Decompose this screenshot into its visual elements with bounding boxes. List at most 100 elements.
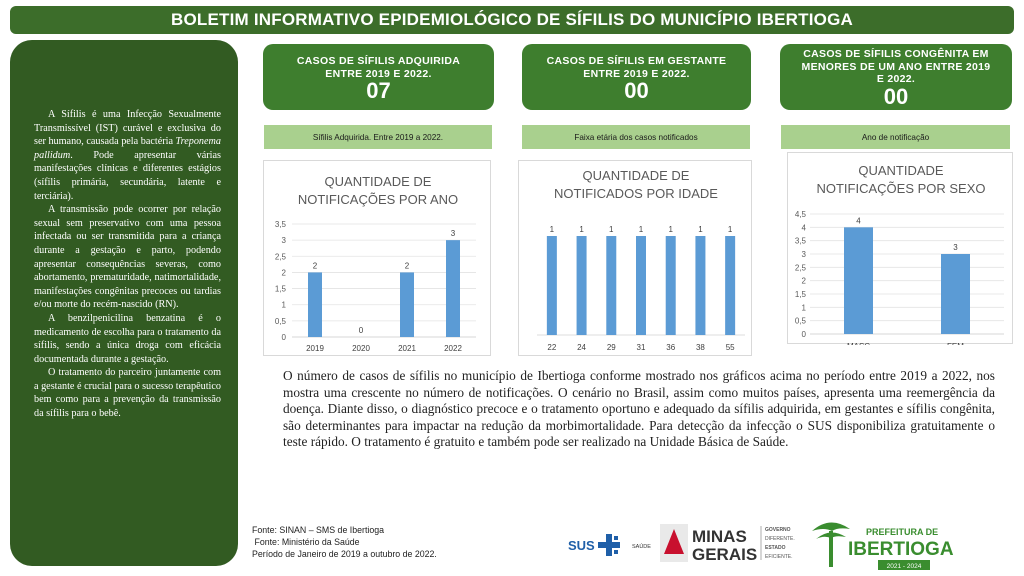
cross-icon xyxy=(598,534,620,556)
chart-notifications-by-year: QUANTIDADE DE NOTIFICAÇÕES POR ANO 0 0,5 1 1,… xyxy=(263,160,491,356)
bar xyxy=(695,236,706,335)
section-label-acquired: Sífilis Adquirida. Entre 2019 a 2022. xyxy=(264,125,492,149)
y-tick-label: 0 xyxy=(282,333,287,342)
x-tick-label: 2021 xyxy=(398,344,416,353)
y-tick-label: 4,5 xyxy=(795,210,807,219)
card-title-line: ENTRE 2019 E 2022. xyxy=(325,67,432,80)
card-value: 07 xyxy=(366,78,391,103)
sources: Fonte: SINAN – SMS de Ibertioga Fonte: M… xyxy=(252,524,437,560)
bar xyxy=(400,272,414,337)
card-value: 00 xyxy=(624,78,649,103)
data-label: 2 xyxy=(313,261,318,270)
minas-tag: GOVERNO xyxy=(765,527,791,533)
x-tick-label: 2019 xyxy=(306,344,324,353)
prefeitura-line2: IBERTIOGA xyxy=(848,539,954,560)
syphilis-info-panel: A Sífilis é uma Infecção Sexualmente Tra… xyxy=(10,40,238,566)
bar xyxy=(576,236,587,335)
chart-notifications-by-age: QUANTIDADE DE NOTIFICADOS POR IDADE 1 22 1 24… xyxy=(518,160,752,356)
data-label: 3 xyxy=(451,229,456,238)
y-tick-label: 1 xyxy=(282,301,287,310)
info-paragraph-2: A transmissão pode ocorrer por relação s… xyxy=(34,204,221,311)
data-label: 4 xyxy=(856,216,861,225)
bar xyxy=(446,240,460,337)
y-tick-label: 3,5 xyxy=(795,237,807,246)
info-paragraph-1: A Sífilis é uma Infecção Sexualmente Tra… xyxy=(34,109,221,202)
x-tick-label: 55 xyxy=(726,343,735,352)
minas-tag: ESTADO xyxy=(765,545,786,551)
x-tick-label: 36 xyxy=(666,343,675,352)
bar xyxy=(636,236,646,335)
chart-svg: QUANTIDADE DE NOTIFICAÇÕES POR ANO 0 0,5 1 1,… xyxy=(275,174,476,353)
bulletin-title: BOLETIM INFORMATIVO EPIDEMIOLÓGICO DE SÍ… xyxy=(10,6,1014,34)
bar xyxy=(546,236,557,335)
card-title-line: E 2022. xyxy=(876,73,916,85)
data-label: 1 xyxy=(550,225,555,234)
data-label: 1 xyxy=(579,225,584,234)
y-tick-label: 3 xyxy=(802,250,807,259)
bar xyxy=(308,272,322,337)
y-tick-label: 0,5 xyxy=(275,317,287,326)
y-tick-label: 1,5 xyxy=(275,285,287,294)
bar xyxy=(941,254,970,334)
section-label-year: Ano de notificação xyxy=(781,125,1010,149)
chart-title: QUANTIDADE xyxy=(858,163,944,178)
card-title-line: CASOS DE SÍFILIS CONGÊNITA EM xyxy=(803,48,989,60)
y-tick-label: 1,5 xyxy=(795,290,807,299)
section-label-age: Faixa etária dos casos notificados xyxy=(522,125,750,149)
bar xyxy=(725,236,736,335)
y-tick-label: 2,5 xyxy=(795,263,807,272)
prefeitura-ibertioga-logo: PREFEITURA DE IBERTIOGA 2021 - 2024 xyxy=(808,513,960,573)
minas-line1: MINAS xyxy=(692,527,747,546)
chart-svg: QUANTIDADE NOTIFICAÇÕES POR SEXO 0 0,5 1 1,5 2… xyxy=(795,163,1004,345)
minas-tag: DIFERENTE. xyxy=(765,536,795,542)
acquired-syphilis-card: CASOS DE SÍFILIS ADQUIRIDA ENTRE 2019 E … xyxy=(263,44,494,110)
x-tick-label: 2022 xyxy=(444,344,462,353)
card-title-line: CASOS DE SÍFILIS EM GESTANTE xyxy=(546,55,727,67)
x-tick-label: 31 xyxy=(637,343,646,352)
chart-notifications-by-sex: QUANTIDADE NOTIFICAÇÕES POR SEXO 0 0,5 1 1,5 2… xyxy=(787,152,1013,345)
araucaria-tree-icon xyxy=(812,522,850,567)
chart-title: NOTIFICADOS POR IDADE xyxy=(554,186,718,201)
x-tick-label: MASC xyxy=(847,342,870,345)
y-tick-label: 0 xyxy=(802,330,807,339)
chart-svg: QUANTIDADE DE NOTIFICADOS POR IDADE 1 22 1 24… xyxy=(537,168,745,352)
chart-title: NOTIFICAÇÕES POR SEXO xyxy=(816,181,985,196)
x-tick-label: 22 xyxy=(547,343,556,352)
card-title-line: MENORES DE UM ANO ENTRE 2019 xyxy=(801,60,991,73)
y-tick-label: 4 xyxy=(802,223,807,232)
chart-title: QUANTIDADE DE xyxy=(325,174,432,189)
data-label: 1 xyxy=(668,225,673,234)
y-tick-label: 3,5 xyxy=(275,220,287,229)
congenital-syphilis-card: CASOS DE SÍFILIS CONGÊNITA EM MENORES DE… xyxy=(780,44,1012,110)
data-label: 0 xyxy=(359,326,364,335)
y-tick-label: 3 xyxy=(282,236,287,245)
prefeitura-line1: PREFEITURA DE xyxy=(866,527,938,537)
summary-text: O número de casos de sífilis no municípi… xyxy=(283,368,995,450)
prefeitura-years: 2021 - 2024 xyxy=(887,563,922,570)
gestational-syphilis-card: CASOS DE SÍFILIS EM GESTANTE ENTRE 2019 … xyxy=(522,44,751,110)
data-label: 2 xyxy=(405,261,410,270)
source-line: Fonte: Ministério da Saúde xyxy=(252,537,360,547)
minas-line2: GERAIS xyxy=(692,545,757,564)
data-label: 1 xyxy=(639,225,644,234)
x-tick-label: 24 xyxy=(577,343,586,352)
sus-logo-text: SUS xyxy=(568,538,595,553)
sus-logo: SUS SAÚDE xyxy=(568,534,651,556)
y-tick-label: 2 xyxy=(802,277,807,286)
triangle-icon xyxy=(664,529,684,554)
x-tick-label: 2020 xyxy=(352,344,370,353)
data-label: 3 xyxy=(953,243,958,252)
bar xyxy=(665,236,676,335)
source-line: Fonte: SINAN – SMS de Ibertioga xyxy=(252,525,385,535)
bar xyxy=(844,227,873,334)
source-line: Período de Janeiro de 2019 a outubro de … xyxy=(252,549,437,559)
data-label: 1 xyxy=(698,225,703,234)
y-tick-label: 2 xyxy=(282,268,287,277)
minas-gerais-logo: MINAS GERAIS GOVERNO DIFERENTE. ESTADO E… xyxy=(660,524,795,564)
chart-title: NOTIFICAÇÕES POR ANO xyxy=(298,192,458,207)
minas-tag: EFICIENTE. xyxy=(765,554,793,560)
y-tick-label: 2,5 xyxy=(275,252,287,261)
y-tick-label: 1 xyxy=(802,303,807,312)
chart-title: QUANTIDADE DE xyxy=(583,168,690,183)
x-tick-label: 38 xyxy=(696,343,705,352)
